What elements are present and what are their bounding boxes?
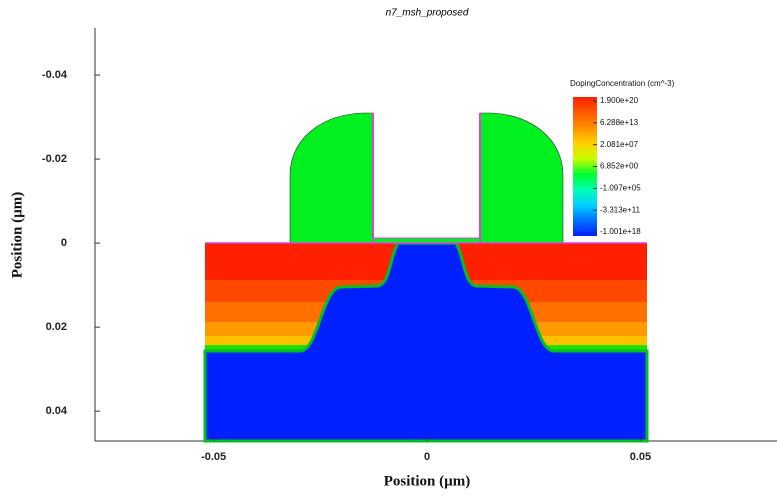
y-tick-label: 0.02 [46, 321, 67, 333]
spacer [479, 112, 564, 244]
colorbar-title: DopingConcentration (cm^-3) [570, 79, 675, 88]
x-tick-label: 0.05 [630, 451, 651, 463]
x-tick-label: -0.05 [201, 451, 226, 463]
colorbar-label: 6.852e+00 [600, 162, 639, 171]
y-axis-title: Position (µm) [9, 192, 25, 279]
colorbar-label: -1.097e+05 [600, 183, 641, 192]
spacer [289, 112, 374, 244]
y-tick-label: 0 [61, 237, 67, 249]
colorbar-label: -3.313e+11 [600, 205, 641, 214]
y-tick-label: -0.04 [42, 69, 68, 81]
x-tick-label: 0 [424, 451, 430, 463]
colorbar-label: 2.081e+07 [600, 140, 639, 149]
colorbar-label: 6.288e+13 [600, 118, 639, 127]
device [203, 112, 649, 443]
y-tick-label: 0.04 [46, 405, 68, 417]
colorbar-label: 1.900e+20 [600, 96, 639, 105]
chart-title: n7_msh_proposed [386, 8, 469, 19]
colorbar-label: -1.001e+18 [600, 227, 641, 236]
y-tick-label: -0.02 [42, 153, 67, 165]
x-axis-title: Position (µm) [384, 473, 471, 489]
